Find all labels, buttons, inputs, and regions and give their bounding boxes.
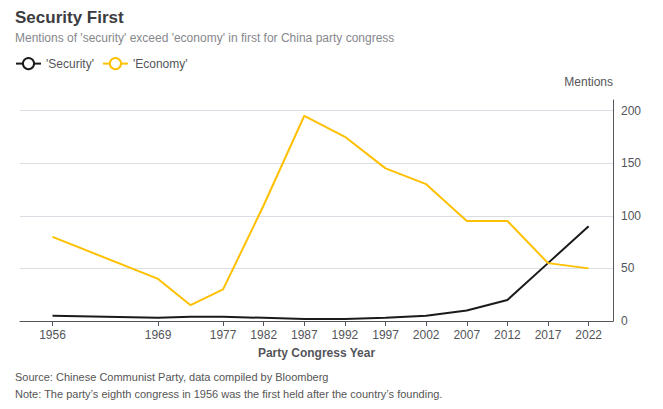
svg-text:'Economy': 'Economy' bbox=[133, 57, 188, 71]
svg-text:Mentions: Mentions bbox=[564, 75, 613, 89]
svg-text:2017: 2017 bbox=[535, 328, 562, 342]
svg-text:1969: 1969 bbox=[145, 328, 172, 342]
svg-text:1987: 1987 bbox=[291, 328, 318, 342]
svg-text:Note: The party’s eighth congr: Note: The party’s eighth congress in 195… bbox=[15, 388, 442, 400]
svg-text:1992: 1992 bbox=[332, 328, 359, 342]
svg-text:Party Congress Year: Party Congress Year bbox=[258, 346, 376, 360]
svg-text:Source: Chinese Communist Part: Source: Chinese Communist Party, data co… bbox=[15, 371, 328, 383]
svg-text:1977: 1977 bbox=[210, 328, 237, 342]
svg-text:50: 50 bbox=[621, 261, 635, 275]
svg-text:150: 150 bbox=[621, 156, 641, 170]
svg-text:2002: 2002 bbox=[413, 328, 440, 342]
svg-text:'Security': 'Security' bbox=[46, 57, 94, 71]
svg-text:2022: 2022 bbox=[575, 328, 602, 342]
svg-text:0: 0 bbox=[621, 314, 628, 328]
svg-text:1982: 1982 bbox=[250, 328, 277, 342]
svg-text:2012: 2012 bbox=[494, 328, 521, 342]
svg-text:100: 100 bbox=[621, 209, 641, 223]
svg-text:1997: 1997 bbox=[372, 328, 399, 342]
svg-text:1956: 1956 bbox=[39, 328, 66, 342]
svg-text:200: 200 bbox=[621, 104, 641, 118]
svg-text:Security First: Security First bbox=[15, 8, 124, 27]
svg-text:2007: 2007 bbox=[453, 328, 480, 342]
svg-text:Mentions of 'security' exceed: Mentions of 'security' exceed 'economy' … bbox=[15, 31, 394, 45]
